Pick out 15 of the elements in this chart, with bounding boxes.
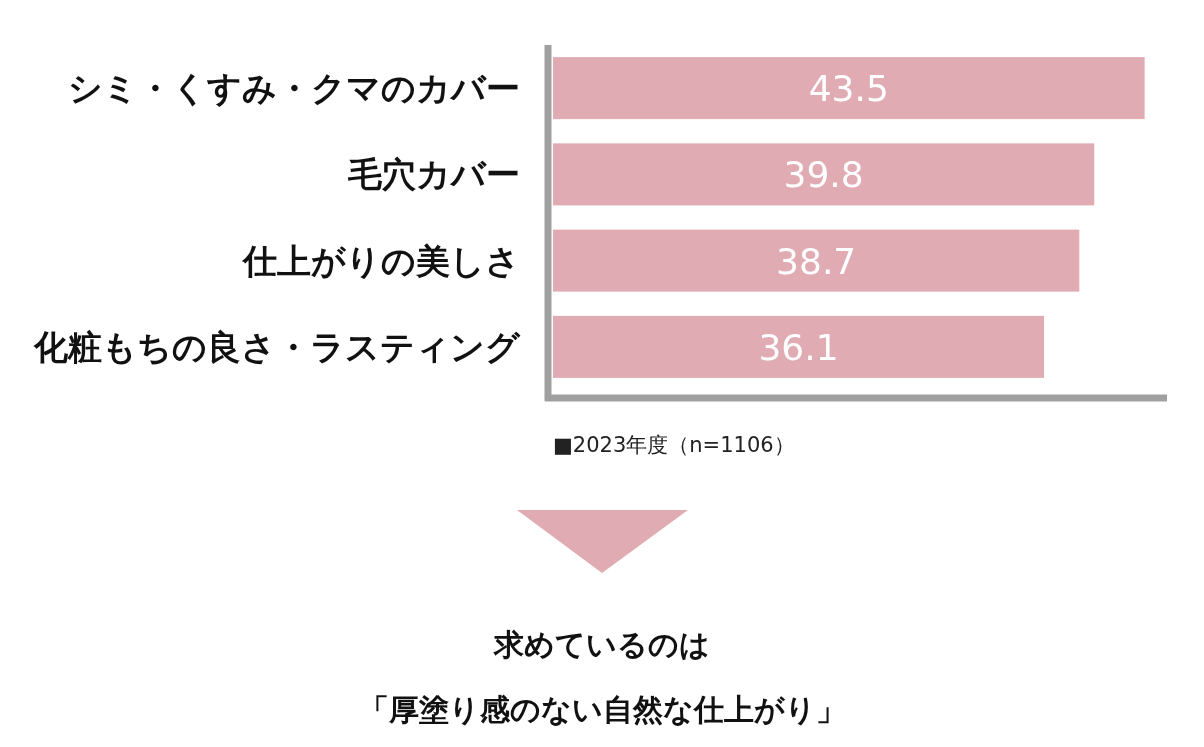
bar (553, 315, 1044, 378)
text: ■2023年度（n=1106） (553, 433, 795, 457)
data-label: 38.7 (776, 240, 857, 282)
y-tick-label: 化粧もちの良さ・ラスティング (33, 326, 521, 367)
bar (553, 57, 1145, 120)
y-tick-label: 仕上がりの美しさ (241, 240, 520, 281)
text: 「厚塗り感のない自然な仕上がり」 (358, 692, 846, 727)
bar (553, 143, 1095, 206)
y-tick-label: シミ・くすみ・クマのカバー (68, 68, 520, 109)
data-label: 43.5 (808, 68, 889, 110)
text: 求めているのは (493, 627, 710, 662)
bar (553, 229, 1080, 292)
data-label: 36.1 (758, 326, 839, 368)
data-label: 39.8 (783, 154, 864, 196)
y-tick-label: 毛穴カバー (347, 154, 520, 195)
